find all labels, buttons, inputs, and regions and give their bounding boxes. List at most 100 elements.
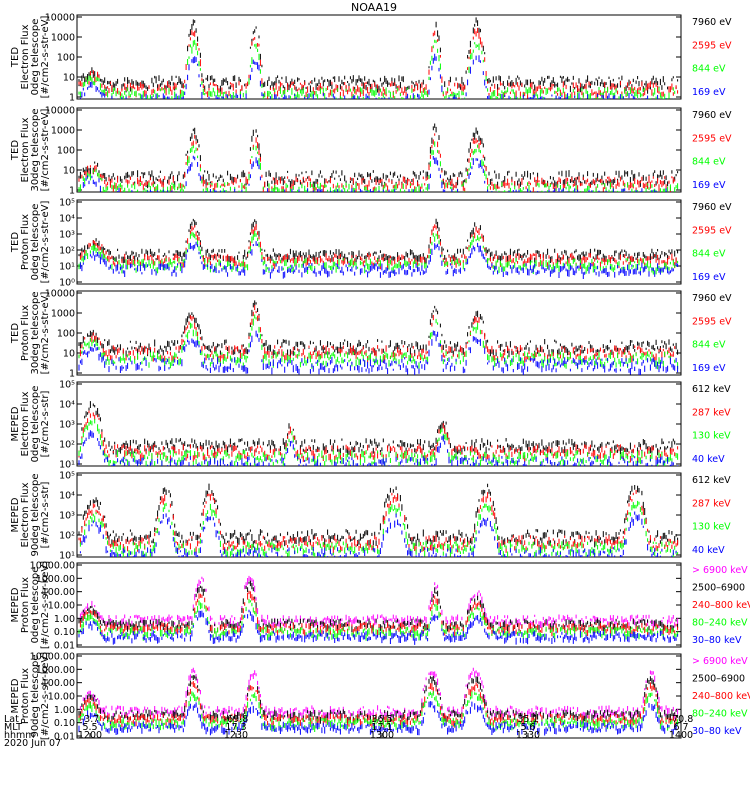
legend-entry: 2500–6900: [692, 583, 745, 594]
y-tick-label: 1000.00: [36, 665, 75, 676]
y-axis-label: TED Electron Flux 30deg telescope [#/cm2-s-…: [10, 108, 51, 191]
series-trace-2: [79, 224, 677, 270]
y-axis-label-line: 0deg telescope: [30, 386, 41, 463]
y-tick-label: 10: [63, 73, 75, 84]
footer-value: 36.5: [371, 714, 392, 725]
y-tick-label: 0.01: [54, 732, 75, 743]
series-trace-5: [78, 701, 677, 736]
y-axis-label: MEPED Proton Flux 90deg telescope [#/cm2-s-…: [10, 652, 51, 740]
legend-entry: 612 keV: [692, 384, 731, 395]
y-tick-label: 1.00: [54, 705, 75, 716]
series-trace-4: [79, 511, 677, 557]
panel-frame: [76, 199, 682, 285]
legend-entry: 169 eV: [692, 363, 726, 374]
legend-entry: 2595 eV: [692, 133, 732, 144]
series-trace-1: [78, 17, 679, 94]
y-tick-label: 1: [69, 186, 75, 197]
y-tick-label: 10³: [59, 420, 75, 431]
y-axis-label-line: 0deg telescope: [30, 19, 41, 96]
y-tick-label: 10⁰: [59, 278, 75, 289]
legend-entry: 240–800 keV: [692, 600, 750, 611]
legend-entry: 169 eV: [692, 180, 726, 191]
y-tick-label: 1000: [51, 33, 75, 44]
y-axis-label: MEPED Proton Flux 0deg telescope [#/cm2-s-s…: [10, 561, 51, 649]
legend-entry: 2500–6900: [692, 674, 745, 685]
y-axis-label: MEPED Electron Flux 90deg telescope [#/cm2-…: [10, 473, 51, 556]
panel-6: 10⁵ 10⁴ 10³ 10² 10¹ MEPED Electron Flux 90deg t…: [10, 471, 731, 562]
legend-entry: 287 keV: [692, 407, 731, 418]
y-axis-label-line: 30deg telescope: [30, 108, 41, 191]
series-trace-3: [78, 419, 679, 466]
legend-entry: > 6900 keV: [692, 565, 748, 576]
panel-8: 10000.001000.00100.0010.001.000.100.01ME…: [10, 652, 750, 743]
legend-entry: 130 keV: [692, 431, 731, 442]
y-tick-label: 10¹: [59, 460, 75, 471]
y-tick-label: 10⁵: [59, 380, 75, 391]
y-axis-label: TED Electron Flux 0deg telescope [#/cm2-s-s…: [10, 16, 51, 99]
y-tick-label: 0.10: [54, 718, 75, 729]
legend-entry: 30–80 keV: [692, 635, 742, 646]
y-tick-label: 1: [69, 369, 75, 380]
series-trace-4: [78, 430, 679, 466]
data-traces: [78, 575, 679, 645]
y-axis-label-line: TED: [10, 323, 21, 344]
y-tick-label: 100: [57, 53, 75, 64]
y-tick-label: 10²: [59, 531, 75, 542]
y-tick-label: 10⁵: [59, 471, 75, 482]
y-axis-label-line: [#/cm2-s-str-keV]: [40, 561, 51, 649]
footer-row-label: MLT: [4, 722, 22, 733]
series-trace-1: [78, 483, 679, 548]
y-axis-label: TED Proton Flux 30deg telescope [#/cm2-s-st…: [10, 291, 51, 374]
series-trace-3: [78, 141, 679, 192]
series-trace-2: [79, 305, 676, 364]
y-axis-label-line: 0deg telescope: [30, 204, 41, 281]
y-axis-label-line: [#/cm2-s-str-eV]: [40, 109, 51, 192]
footer-value: -70.8: [669, 714, 694, 725]
y-tick-label: 10000: [45, 289, 75, 300]
legend-entry: 844 eV: [692, 340, 726, 351]
y-tick-label: 100: [57, 329, 75, 340]
data-traces: [78, 123, 679, 192]
y-axis-label-line: Electron Flux: [20, 482, 31, 547]
y-axis-label-line: 90deg telescope: [30, 473, 41, 556]
panel-frame: [76, 381, 682, 467]
series-trace-4: [79, 241, 679, 279]
legend-entry: 844 eV: [692, 157, 726, 168]
y-axis-label-line: [#/cm2-s-str-eV]: [40, 201, 51, 284]
series-trace-2: [78, 27, 679, 99]
y-axis-label-line: MEPED: [10, 678, 21, 713]
y-axis-label-line: MEPED: [10, 406, 21, 441]
legend-entry: 844 eV: [692, 64, 726, 75]
legend-entry: 7960 eV: [692, 110, 732, 121]
legend-entry: 2595 eV: [692, 316, 732, 327]
y-tick-label: 1000: [51, 126, 75, 137]
y-axis-label-line: [#/cm2-s-str]: [40, 481, 51, 548]
legend-entry: 40 keV: [692, 545, 725, 556]
series-trace-3: [78, 39, 676, 99]
legend-entry: 612 keV: [692, 475, 731, 486]
y-tick-label: 10: [63, 166, 75, 177]
panel-7: 10000.001000.00100.0010.001.000.100.01ME…: [10, 561, 750, 652]
legend-entry: 80–240 keV: [692, 618, 748, 629]
footer-value: 17.3: [225, 722, 246, 733]
y-tick-label: 10⁴: [59, 491, 75, 502]
y-axis-label-line: [#/cm2-s-str-keV]: [40, 652, 51, 740]
footer-row-label: Lat: [4, 714, 19, 725]
y-tick-label: 10.00: [48, 692, 75, 703]
footer: Lat -3.7 -69.8 36.5 35.1 -70.8 MLT 5.5 17.3 17.1 5…: [4, 714, 693, 749]
y-tick-label: 10²: [59, 246, 75, 257]
legend-entry: 169 eV: [692, 272, 726, 283]
legend-entry: 169 eV: [692, 87, 726, 98]
y-tick-label: 10000.00: [30, 561, 75, 572]
y-tick-label: 1000: [51, 309, 75, 320]
y-axis-label-line: 90deg telescope: [30, 654, 41, 737]
series-trace-2: [78, 133, 676, 192]
panel-2: 10000 1000 100 10 1 TED Electron Flux 30deg tel…: [10, 106, 732, 197]
y-tick-label: 0.10: [54, 627, 75, 638]
y-axis-label-line: [#/cm2-s-str-eV]: [40, 292, 51, 375]
legend-entry: 844 eV: [692, 249, 726, 260]
y-axis-label-line: Proton Flux: [20, 214, 31, 270]
legend-entry: 287 keV: [692, 498, 731, 509]
series-trace-5: [78, 609, 679, 645]
